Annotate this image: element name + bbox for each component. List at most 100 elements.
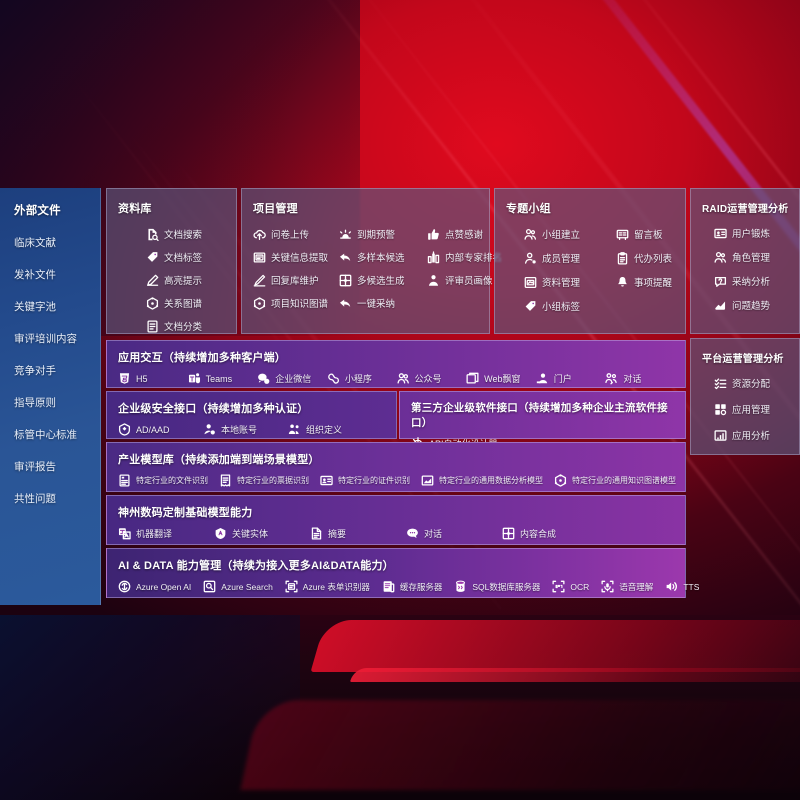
item-label: 采纳分析: [732, 277, 771, 288]
project-item-key-info-extract[interactable]: 关键信息提取: [253, 250, 339, 264]
item-label: 应用管理: [732, 405, 771, 416]
platform-item-app-management[interactable]: 应用管理: [714, 402, 789, 416]
platform-item-app-analysis[interactable]: 应用分析: [714, 428, 789, 442]
raid-item-role-management[interactable]: 角色管理: [714, 250, 789, 264]
sidebar-item-clinical-literature[interactable]: 临床文献: [14, 237, 56, 249]
interaction-item-h5[interactable]: H5: [118, 372, 188, 385]
base-item-summary[interactable]: 摘要: [310, 527, 406, 540]
item-label: 特定行业的文件识别: [136, 476, 208, 485]
raid-item-user-profile[interactable]: 用户锻炼: [714, 226, 789, 240]
ai-item-sql-database-server[interactable]: SQL数据库服务器: [454, 580, 540, 593]
background-shape: [310, 620, 800, 672]
interaction-item-official-account[interactable]: 公众号: [396, 372, 467, 385]
ai-item-tts[interactable]: TTS: [665, 580, 699, 593]
form-recognizer-icon: [285, 580, 298, 593]
strip-security-title: 企业级安全接口（持续增加多种认证）: [118, 403, 309, 415]
background-shape: [240, 700, 800, 790]
group-item-todo-list[interactable]: 代办列表: [616, 251, 675, 265]
project-item-thanks-like[interactable]: 点赞感谢: [427, 227, 502, 241]
project-item-multi-candidate-generation[interactable]: 多候选生成: [339, 273, 427, 287]
interaction-item-dialog[interactable]: 对话: [605, 372, 675, 385]
platform-item-resource-allocation[interactable]: 资源分配: [714, 376, 789, 390]
item-label: 公众号: [414, 374, 442, 384]
strip-base-model-title: 神州数码定制基础模型能力: [118, 507, 253, 519]
interaction-item-miniprogram[interactable]: 小程序: [327, 372, 397, 385]
base-item-key-entity[interactable]: 关键实体: [214, 527, 310, 540]
raid-item-issue-trend[interactable]: 问题趋势: [714, 298, 789, 312]
qa-bubble-icon: [714, 275, 727, 288]
pen-icon: [253, 274, 266, 287]
base-item-content-synthesis[interactable]: 内容合成: [502, 527, 598, 540]
panel-raid-analysis: RAID运营管理分析 用户锻炼 角色管理 采纳分析 问题趋势: [690, 188, 800, 334]
shield-badge-icon: [118, 423, 131, 436]
project-item-reply-library-maintenance[interactable]: 回复库维护: [253, 273, 339, 287]
interaction-item-portal[interactable]: 门户: [536, 372, 606, 385]
project-item-questionnaire-upload[interactable]: 问卷上传: [253, 227, 339, 241]
ai-item-azure-open-ai[interactable]: Azure Open AI: [118, 580, 191, 593]
library-item-document-search[interactable]: 文档搜索: [146, 227, 226, 241]
ai-item-ocr[interactable]: OCR: [552, 580, 589, 593]
ranking-icon: [427, 250, 440, 264]
sidebar-item-review-report[interactable]: 审评报告: [14, 461, 56, 473]
interaction-item-wecom[interactable]: 企业微信: [257, 372, 327, 385]
industry-item-id-recognition[interactable]: 特定行业的证件识别: [320, 474, 410, 487]
project-item-internal-expert-ranking[interactable]: 内部专家排名: [427, 250, 502, 264]
ai-item-cache-server[interactable]: 缓存服务器: [382, 580, 443, 593]
raid-item-adoption-analysis[interactable]: 采纳分析: [714, 274, 789, 288]
sidebar-item-review-training[interactable]: 审评培训内容: [14, 333, 77, 345]
group-item-group-tag[interactable]: 小组标签: [524, 299, 616, 313]
ai-item-azure-form-recognizer[interactable]: Azure 表单识别器: [285, 580, 370, 593]
project-item-reviewer-profile[interactable]: 评审员画像: [427, 273, 502, 287]
project-item-expiry-alert[interactable]: 到期预警: [339, 227, 427, 241]
group-item-event-reminder[interactable]: 事项提醒: [616, 275, 675, 289]
security-item-ad-aad[interactable]: AD/AAD: [118, 423, 203, 436]
group-item-material-management[interactable]: 资料管理: [524, 275, 616, 289]
library-item-document-tag[interactable]: 文档标签: [146, 250, 226, 264]
library-item-document-category[interactable]: 文档分类: [146, 319, 226, 333]
interaction-item-web-window[interactable]: Web飘窗: [466, 372, 536, 385]
panel-raid-title: RAID运营管理分析: [702, 204, 789, 215]
ai-item-voice-understanding[interactable]: 语音理解: [601, 580, 653, 593]
project-item-one-click-adopt[interactable]: 一键采纳: [339, 296, 427, 310]
item-label: 门户: [553, 374, 572, 384]
project-item-multi-sample-candidates[interactable]: 多样本候选: [339, 250, 427, 264]
panel-project-title: 项目管理: [253, 203, 298, 215]
file-recognize-icon: [118, 474, 131, 487]
interaction-item-teams[interactable]: Teams: [188, 372, 258, 385]
item-label: 角色管理: [732, 253, 771, 264]
base-item-dialog[interactable]: 对话: [406, 527, 502, 540]
sidebar-item-supplement-files[interactable]: 发补文件: [14, 269, 56, 281]
security-item-local-account[interactable]: 本地账号: [203, 423, 288, 436]
archive-icon: [524, 276, 537, 289]
project-item-knowledge-graph[interactable]: 项目知识图谱: [253, 296, 339, 310]
industry-item-knowledge-graph-model[interactable]: 特定行业的通用知识图谱模型: [554, 474, 676, 487]
strip-thirdparty-api: 第三方企业级软件接口（持续增加多种企业主流软件接口） API自动化设计器: [399, 391, 686, 449]
security-item-org-definition[interactable]: 组织定义: [288, 423, 373, 436]
chat-group-icon: [605, 372, 618, 385]
clipboard-icon: [616, 251, 629, 265]
item-label: 摘要: [328, 529, 347, 539]
sidebar-item-standards-center[interactable]: 标管中心标准: [14, 429, 77, 441]
group-item-create-group[interactable]: 小组建立: [524, 227, 616, 241]
sidebar-item-common-issues[interactable]: 共性问题: [14, 493, 56, 505]
strip-ai-data: AI & DATA 能力管理（持续为接入更多AI&DATA能力） Azure O…: [106, 548, 699, 598]
item-label: 点赞感谢: [445, 230, 484, 241]
sidebar-item-guiding-principles[interactable]: 指导原则: [14, 397, 56, 409]
industry-item-file-recognition[interactable]: 特定行业的文件识别: [118, 474, 208, 487]
search-box-icon: [203, 580, 216, 593]
sidebar-item-competitors[interactable]: 竞争对手: [14, 365, 56, 377]
library-item-highlight[interactable]: 高亮提示: [146, 273, 226, 287]
item-label: 内部专家排名: [445, 253, 503, 264]
industry-item-data-analysis-model[interactable]: 特定行业的通用数据分析模型: [421, 474, 543, 487]
ai-item-azure-search[interactable]: Azure Search: [203, 580, 273, 593]
library-item-relation-graph[interactable]: 关系图谱: [146, 296, 226, 310]
group-item-message-board[interactable]: 留言板: [616, 227, 675, 241]
item-label: 对话: [623, 374, 642, 384]
industry-item-receipt-recognition[interactable]: 特定行业的票据识别: [219, 474, 309, 487]
document-search-icon: [146, 228, 159, 241]
base-item-machine-translation[interactable]: 机器翻译: [118, 527, 214, 540]
group-item-member-management[interactable]: 成员管理: [524, 251, 616, 265]
item-label: 缓存服务器: [399, 581, 443, 592]
sidebar-item-keyword-pool[interactable]: 关键字池: [14, 301, 56, 313]
reply-icon: [339, 251, 352, 264]
